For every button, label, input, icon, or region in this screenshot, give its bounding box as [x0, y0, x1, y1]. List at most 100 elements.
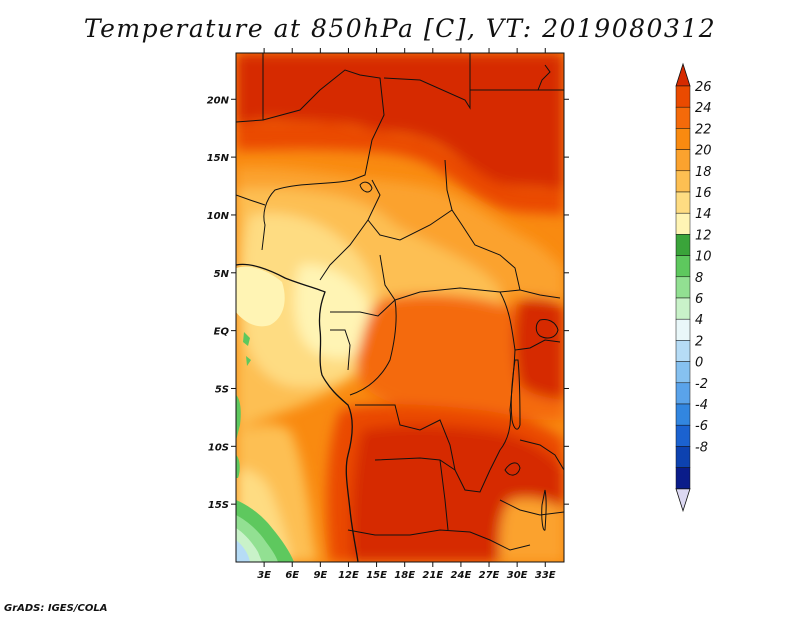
- lon-tick-label: 15E: [366, 570, 387, 581]
- border-q: [347, 529, 531, 551]
- border-l: [330, 329, 351, 371]
- lat-tick-label: 15N: [207, 153, 230, 164]
- lake-mweru: [504, 462, 521, 476]
- colorbar-label: 4: [695, 313, 703, 328]
- field-sw-4-6: [236, 540, 250, 562]
- border-b: [262, 69, 385, 181]
- colorbar-label: -4: [695, 398, 708, 413]
- colorbar-label: -8: [695, 440, 708, 455]
- lon-tick-label: 27E: [479, 570, 500, 581]
- colorbar-box: [675, 318, 691, 341]
- colorbar-label: 6: [695, 292, 703, 307]
- lat-tick-label: 10S: [208, 442, 229, 453]
- lat-tick-label: 5N: [214, 269, 230, 280]
- lat-tick-label: 10N: [207, 211, 230, 222]
- border-h: [444, 159, 561, 299]
- colorbar-box: [675, 212, 691, 235]
- colorbar-label: 10: [695, 250, 712, 265]
- colorbar-bottom-arrow: [675, 488, 691, 513]
- longitude-axis: 3E 6E 9E 12E 15E 18E 21E 24E 27E 30E 33E: [257, 48, 556, 581]
- field-north-22-24: [236, 122, 564, 215]
- colorbar-label: 12: [695, 228, 712, 243]
- colorbar-label: 18: [695, 165, 712, 180]
- field-gulf-14-16: [236, 266, 285, 327]
- border-f: [236, 194, 266, 206]
- lon-tick-label: 6E: [285, 570, 299, 581]
- colorbar-box: [675, 106, 691, 129]
- colorbar-box: [675, 255, 691, 278]
- lon-tick-label: 3E: [257, 570, 271, 581]
- border-t: [519, 439, 564, 471]
- lon-tick-label: 12E: [338, 570, 359, 581]
- field-west-green2: [243, 332, 251, 366]
- colorbar-box: [675, 170, 691, 193]
- colorbar-box: [675, 340, 691, 362]
- lon-tick-label: 18E: [394, 570, 415, 581]
- border-m: [349, 299, 397, 396]
- field-east-24-26: [514, 298, 564, 400]
- colorbar-label: 8: [695, 271, 703, 286]
- colorbar-box: [675, 403, 691, 426]
- field-west-green3: [236, 455, 240, 478]
- red-sea-coast: [537, 64, 551, 91]
- country-borders: [236, 53, 564, 562]
- colorbar-label: -2: [695, 377, 708, 392]
- border-s: [514, 339, 561, 351]
- lat-tick-label: 5S: [215, 384, 229, 395]
- border-p: [374, 457, 456, 471]
- map-frame: [235, 52, 565, 563]
- field-south-22-24: [327, 404, 564, 562]
- border-r: [439, 459, 449, 531]
- lon-tick-label: 24E: [451, 570, 472, 581]
- colorbar-box: [675, 424, 691, 447]
- lon-tick-label: 9E: [313, 570, 327, 581]
- colorbar-box: [675, 467, 691, 490]
- latitude-axis: 20N 15N 10N 5N EQ 5S 10S 15S: [207, 95, 569, 511]
- border-k: [330, 299, 396, 317]
- colorbar-box: [675, 297, 691, 320]
- border-u: [499, 499, 564, 516]
- field-north-24-26: [236, 53, 564, 190]
- border-e: [261, 179, 353, 251]
- colorbar-label: 22: [695, 122, 712, 137]
- colorbar-box: [675, 149, 691, 172]
- border-i: [367, 209, 453, 241]
- lon-tick-label: 33E: [535, 570, 556, 581]
- border-g: [319, 179, 381, 281]
- colorbar-box: [675, 446, 691, 468]
- field-west-green: [236, 395, 241, 440]
- lake-tanganyika: [510, 359, 521, 430]
- lake-chad: [359, 181, 373, 193]
- colorbar-box: [675, 234, 691, 256]
- colorbar-label: 2: [695, 334, 703, 349]
- colorbar-box: [675, 382, 691, 405]
- lat-tick-label: 20N: [207, 95, 230, 106]
- colorbar-label: 26: [695, 80, 712, 95]
- lat-tick-label: EQ: [214, 327, 230, 338]
- colorbar-label: 0: [695, 356, 703, 371]
- border-coastline: [236, 263, 359, 562]
- colorbar-label: 14: [695, 207, 712, 222]
- lat-tick-label: 15S: [208, 500, 229, 511]
- colorbar-box: [675, 85, 691, 108]
- colorbar-label: 20: [695, 144, 712, 159]
- field-se-18-20: [499, 498, 564, 562]
- lon-tick-label: 21E: [422, 570, 443, 581]
- colorbar-label: -6: [695, 419, 708, 434]
- lake-malawi: [541, 489, 547, 531]
- colorbar-box: [675, 361, 691, 384]
- lon-tick-label: 30E: [507, 570, 528, 581]
- plot-title: Temperature at 850hPa [C], VT: 201908031…: [83, 14, 717, 43]
- temperature-field: [236, 53, 564, 562]
- colorbar-top-arrow: [675, 62, 691, 87]
- colorbar-box: [675, 276, 691, 299]
- colorbar-box: [675, 128, 691, 150]
- lake-victoria: [535, 319, 559, 339]
- footer-credit: GrADS: IGES/COLA: [4, 603, 108, 614]
- colorbar-label: 24: [695, 101, 712, 116]
- colorbar-label: 16: [695, 186, 712, 201]
- colorbar-box: [675, 191, 691, 214]
- border-o: [355, 404, 491, 493]
